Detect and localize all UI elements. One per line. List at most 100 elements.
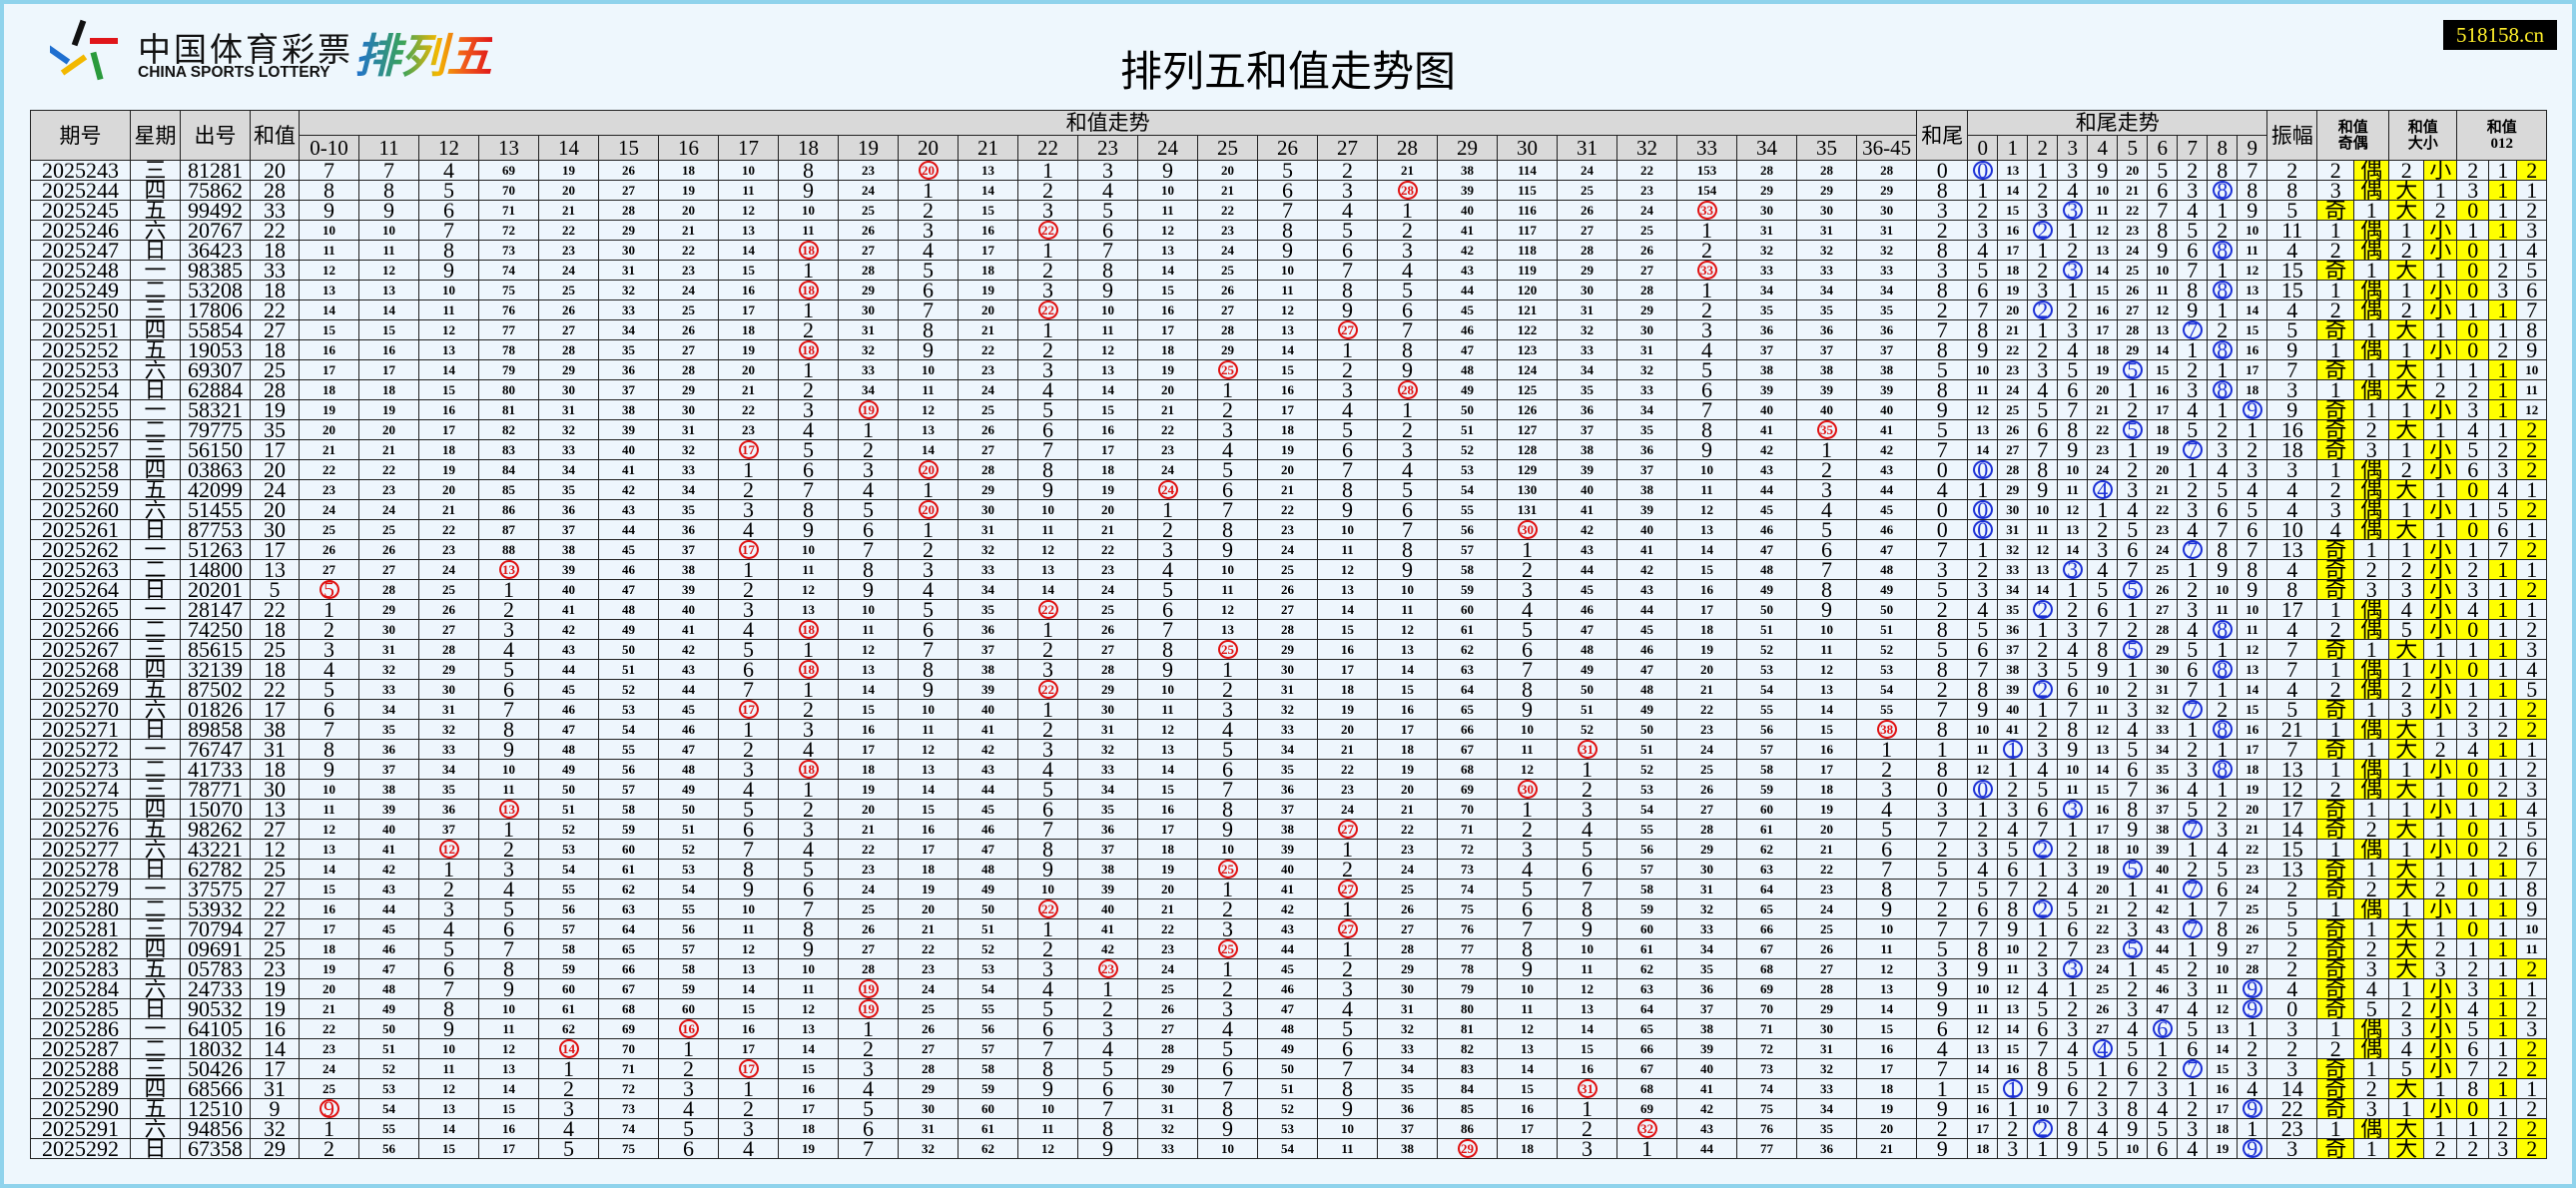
tail-trend-omission-cell: 10 bbox=[2087, 679, 2119, 700]
amplitude-cell: 12 bbox=[2266, 779, 2318, 800]
sum-trend-omission-cell: 29 bbox=[838, 280, 899, 300]
amplitude-cell: 2 bbox=[2266, 1038, 2318, 1059]
sum-trend-omission-cell: 55 bbox=[358, 1118, 419, 1139]
tail-trend-omission-cell: 15 bbox=[2087, 280, 2119, 300]
tail-trend-omission-cell: 3 bbox=[2237, 1058, 2268, 1079]
sum-trend-omission-cell: 1 bbox=[658, 1038, 719, 1059]
sum-hit-marker: 5 bbox=[319, 580, 339, 599]
tail-cell: 9 bbox=[1916, 1138, 1969, 1159]
tail-trend-omission-cell: 26 bbox=[2237, 918, 2268, 939]
table-row: 2025266 二 74250 18 2 30 27 3 42 49 41 4 18 11 6 36 1 26 7 1… bbox=[30, 619, 2548, 640]
sum-trend-omission-cell: 32 bbox=[598, 280, 659, 300]
tail-trend-omission-cell: 5 bbox=[2117, 739, 2149, 760]
mod3-omission-cell: 3 bbox=[2488, 459, 2518, 480]
mod3-omission-cell: 3 bbox=[2488, 280, 2518, 300]
sum-trend-omission-cell: 50 bbox=[1736, 599, 1797, 620]
mod3-omission-cell: 5 bbox=[2516, 679, 2548, 700]
sum-trend-omission-cell: 22 bbox=[1317, 759, 1378, 780]
tail-trend-omission-cell: 28 bbox=[2147, 619, 2179, 640]
sum-trend-omission-cell: 8 bbox=[718, 859, 779, 880]
tail-trend-omission-cell: 6 bbox=[2087, 599, 2119, 620]
header-tail-trend: 和尾走势 bbox=[1967, 110, 2268, 136]
sum-trend-omission-cell: 26 bbox=[1077, 619, 1138, 640]
sum-trend-omission-cell: 74 bbox=[1736, 1078, 1797, 1099]
number-cell: 58321 bbox=[180, 399, 251, 420]
sum-trend-omission-cell: 51 bbox=[1437, 419, 1498, 440]
tail-trend-omission-cell: 7 bbox=[1967, 659, 1999, 680]
sum-trend-omission-cell: 3 bbox=[718, 1118, 779, 1139]
sum-trend-omission-cell: 18 bbox=[358, 379, 419, 400]
amplitude-cell: 15 bbox=[2266, 260, 2318, 281]
sum-trend-omission-cell: 9 bbox=[299, 200, 359, 221]
tail-cell: 8 bbox=[1916, 339, 1969, 360]
sum-trend-omission-cell: 43 bbox=[538, 639, 599, 660]
weekday-cell: 二 bbox=[130, 419, 181, 440]
sum-trend-omission-cell: 30 bbox=[1557, 280, 1617, 300]
tail-trend-omission-cell: 43 bbox=[2147, 918, 2179, 939]
sum-trend-omission-cell: 15 bbox=[1676, 559, 1737, 580]
tail-trend-omission-cell: 15 bbox=[2237, 699, 2268, 720]
sum-trend-omission-cell: 24 bbox=[418, 559, 479, 580]
sum-trend-omission-cell: 5 bbox=[1676, 359, 1737, 380]
table-row: 2025282 四 09691 25 18 46 5 7 58 65 57 12 9 27 22 52 2 42 2… bbox=[30, 938, 2548, 959]
sum-trend-omission-cell: 6 bbox=[1137, 599, 1198, 620]
sum-trend-omission-cell: 29 bbox=[898, 1078, 959, 1099]
sum-trend-omission-cell: 8 bbox=[1855, 879, 1918, 899]
header-sum-trend: 和值走势 bbox=[298, 110, 1918, 136]
big-small-omission-cell: 2 bbox=[2388, 459, 2425, 480]
tail-trend-omission-cell: 6 bbox=[2207, 499, 2239, 520]
sum-trend-omission-cell: 26 bbox=[838, 918, 899, 939]
tail-hit-marker: 6 bbox=[2152, 1019, 2173, 1038]
tail-trend-hit-cell: 3 bbox=[2057, 260, 2089, 281]
tail-trend-omission-cell: 14 bbox=[2147, 339, 2179, 360]
sum-trend-omission-cell: 16 bbox=[838, 719, 899, 740]
sum-trend-omission-cell: 35 bbox=[538, 479, 599, 500]
tail-trend-omission-cell: 13 bbox=[1967, 419, 1999, 440]
big-small-hit-cell: 小 bbox=[2423, 599, 2458, 620]
tail-trend-omission-cell: 1 bbox=[2237, 1018, 2268, 1039]
big-small-hit-cell: 大 bbox=[2388, 200, 2425, 221]
sum-trend-omission-cell: 61 bbox=[1616, 938, 1677, 959]
sum-trend-omission-cell: 7 bbox=[1377, 319, 1438, 340]
sum-hit-marker: 9 bbox=[319, 1099, 339, 1118]
tail-trend-omission-cell: 4 bbox=[2177, 399, 2209, 420]
sum-trend-omission-cell: 5 bbox=[1317, 419, 1378, 440]
tail-trend-hit-cell: 2 bbox=[2027, 599, 2059, 620]
tail-trend-omission-cell: 5 bbox=[2057, 898, 2089, 919]
sum-trend-omission-cell: 6 bbox=[658, 1138, 719, 1159]
sum-trend-omission-cell: 13 bbox=[1137, 739, 1198, 760]
sum-trend-omission-cell: 26 bbox=[1137, 998, 1198, 1019]
sum-hit-marker: 35 bbox=[1816, 420, 1837, 439]
amplitude-cell: 11 bbox=[2266, 220, 2318, 241]
sum-trend-omission-cell: 55 bbox=[1855, 699, 1918, 720]
sum-trend-omission-cell: 55 bbox=[1736, 699, 1797, 720]
tail-trend-omission-cell: 7 bbox=[2177, 260, 2209, 281]
sum-trend-omission-cell: 28 bbox=[1197, 319, 1258, 340]
site-watermark[interactable]: 518158.cn bbox=[2443, 20, 2557, 50]
sum-trend-omission-cell: 3 bbox=[1497, 839, 1558, 860]
sum-trend-omission-cell: 12 bbox=[838, 639, 899, 660]
odd-even-hit-cell: 奇 bbox=[2316, 819, 2355, 840]
header-odd-even: 和值奇偶 bbox=[2316, 110, 2390, 161]
sum-trend-omission-cell: 18 bbox=[1137, 339, 1198, 360]
sum-trend-omission-cell: 17 bbox=[838, 739, 899, 760]
tail-trend-omission-cell: 45 bbox=[2147, 958, 2179, 979]
sum-trend-omission-cell: 28 bbox=[538, 339, 599, 360]
mod3-omission-cell: 3 bbox=[2456, 719, 2490, 740]
sum-trend-omission-cell: 7 bbox=[1317, 260, 1378, 281]
tail-trend-omission-cell: 12 bbox=[2087, 719, 2119, 740]
tail-trend-omission-cell: 24 bbox=[1997, 379, 2029, 400]
sum-trend-omission-cell: 25 bbox=[838, 898, 899, 919]
sum-trend-omission-cell: 26 bbox=[1557, 200, 1617, 221]
sum-trend-omission-cell: 3 bbox=[1317, 180, 1378, 201]
odd-even-omission-cell: 2 bbox=[2316, 479, 2355, 500]
sum-trend-omission-cell: 12 bbox=[418, 1078, 479, 1099]
mod3-omission-cell: 7 bbox=[2516, 859, 2548, 880]
sum-trend-omission-cell: 10 bbox=[1197, 559, 1258, 580]
tail-trend-omission-cell: 2 bbox=[2057, 240, 2089, 261]
tail-trend-omission-cell: 2 bbox=[1967, 559, 1999, 580]
tail-trend-hit-cell: 9 bbox=[2237, 1138, 2268, 1159]
tail-cell: 5 bbox=[1916, 359, 1969, 380]
sum-trend-omission-cell: 39 bbox=[1257, 839, 1318, 860]
sum-trend-omission-cell: 18 bbox=[1077, 459, 1138, 480]
